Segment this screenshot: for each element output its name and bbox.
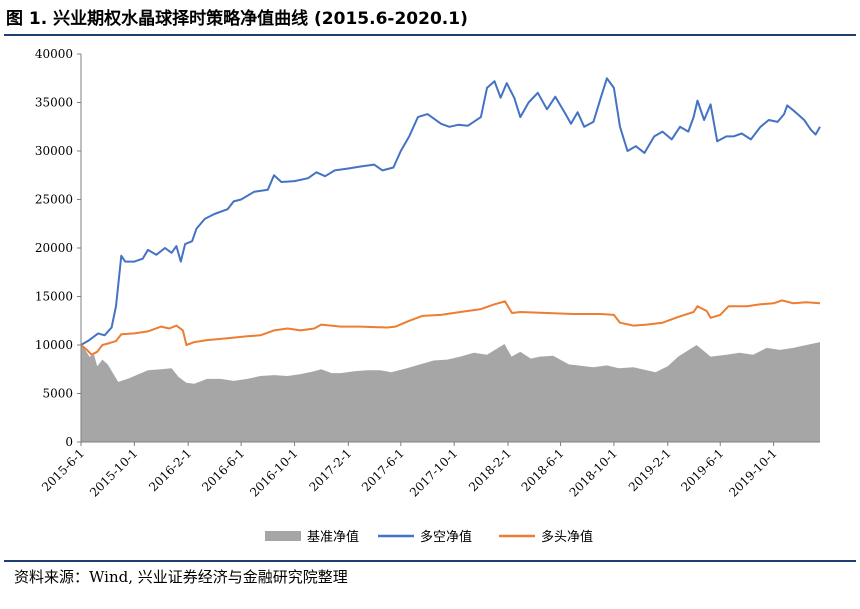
net-value-chart: 0 5000 10000 15000 20000 25000 30000 35000 40000… (35, 47, 821, 545)
legend-label: 多头净值 (541, 529, 593, 545)
x-tick-label: 2015-6-1 (39, 446, 87, 494)
y-tick-label: 5000 (42, 387, 73, 401)
figure-title: 图 1. 兴业期权水晶球择时策略净值曲线 (2015.6-2020.1) (6, 9, 468, 29)
y-tick-label: 25000 (35, 193, 73, 207)
source-note: 资料来源：Wind, 兴业证券经济与金融研究院整理 (14, 568, 348, 586)
series-area-benchmark (81, 342, 820, 442)
legend-label: 基准净值 (307, 529, 359, 545)
x-tick-label: 2019-2-1 (626, 446, 674, 494)
legend: 基准净值 多空净值 多头净值 (265, 529, 593, 545)
x-tick-label: 2019-6-1 (678, 446, 726, 494)
series-line-long-only (80, 299, 821, 356)
y-tick-label: 15000 (35, 290, 73, 304)
y-tick-label: 0 (65, 435, 73, 449)
x-tick-label: 2016-6-1 (199, 446, 247, 494)
x-tick-label: 2016-10-1 (247, 446, 300, 499)
x-tick-label: 2016-2-1 (146, 446, 194, 494)
x-tick-label: 2015-10-1 (87, 446, 140, 499)
title-rule (4, 34, 856, 36)
legend-swatch-benchmark (265, 531, 301, 541)
x-tick-label: 2017-6-1 (359, 446, 407, 494)
x-tick-label: 2018-10-1 (567, 446, 620, 499)
series-line-long-short (80, 77, 821, 346)
x-tick-label: 2018-2-1 (466, 446, 514, 494)
y-tick-label: 10000 (35, 338, 73, 352)
x-tick-label: 2017-2-1 (306, 446, 354, 494)
x-tick-label: 2018-6-1 (519, 446, 567, 494)
y-tick-label: 20000 (35, 241, 73, 255)
x-tick-label: 2017-10-1 (407, 446, 460, 499)
y-tick-label: 30000 (35, 144, 73, 158)
y-tick-label: 35000 (35, 96, 73, 110)
x-tick-label: 2019-10-1 (726, 446, 779, 499)
legend-label: 多空净值 (420, 529, 472, 545)
plot-area (80, 77, 821, 442)
source-rule (4, 560, 856, 562)
y-tick-label: 40000 (35, 47, 73, 61)
